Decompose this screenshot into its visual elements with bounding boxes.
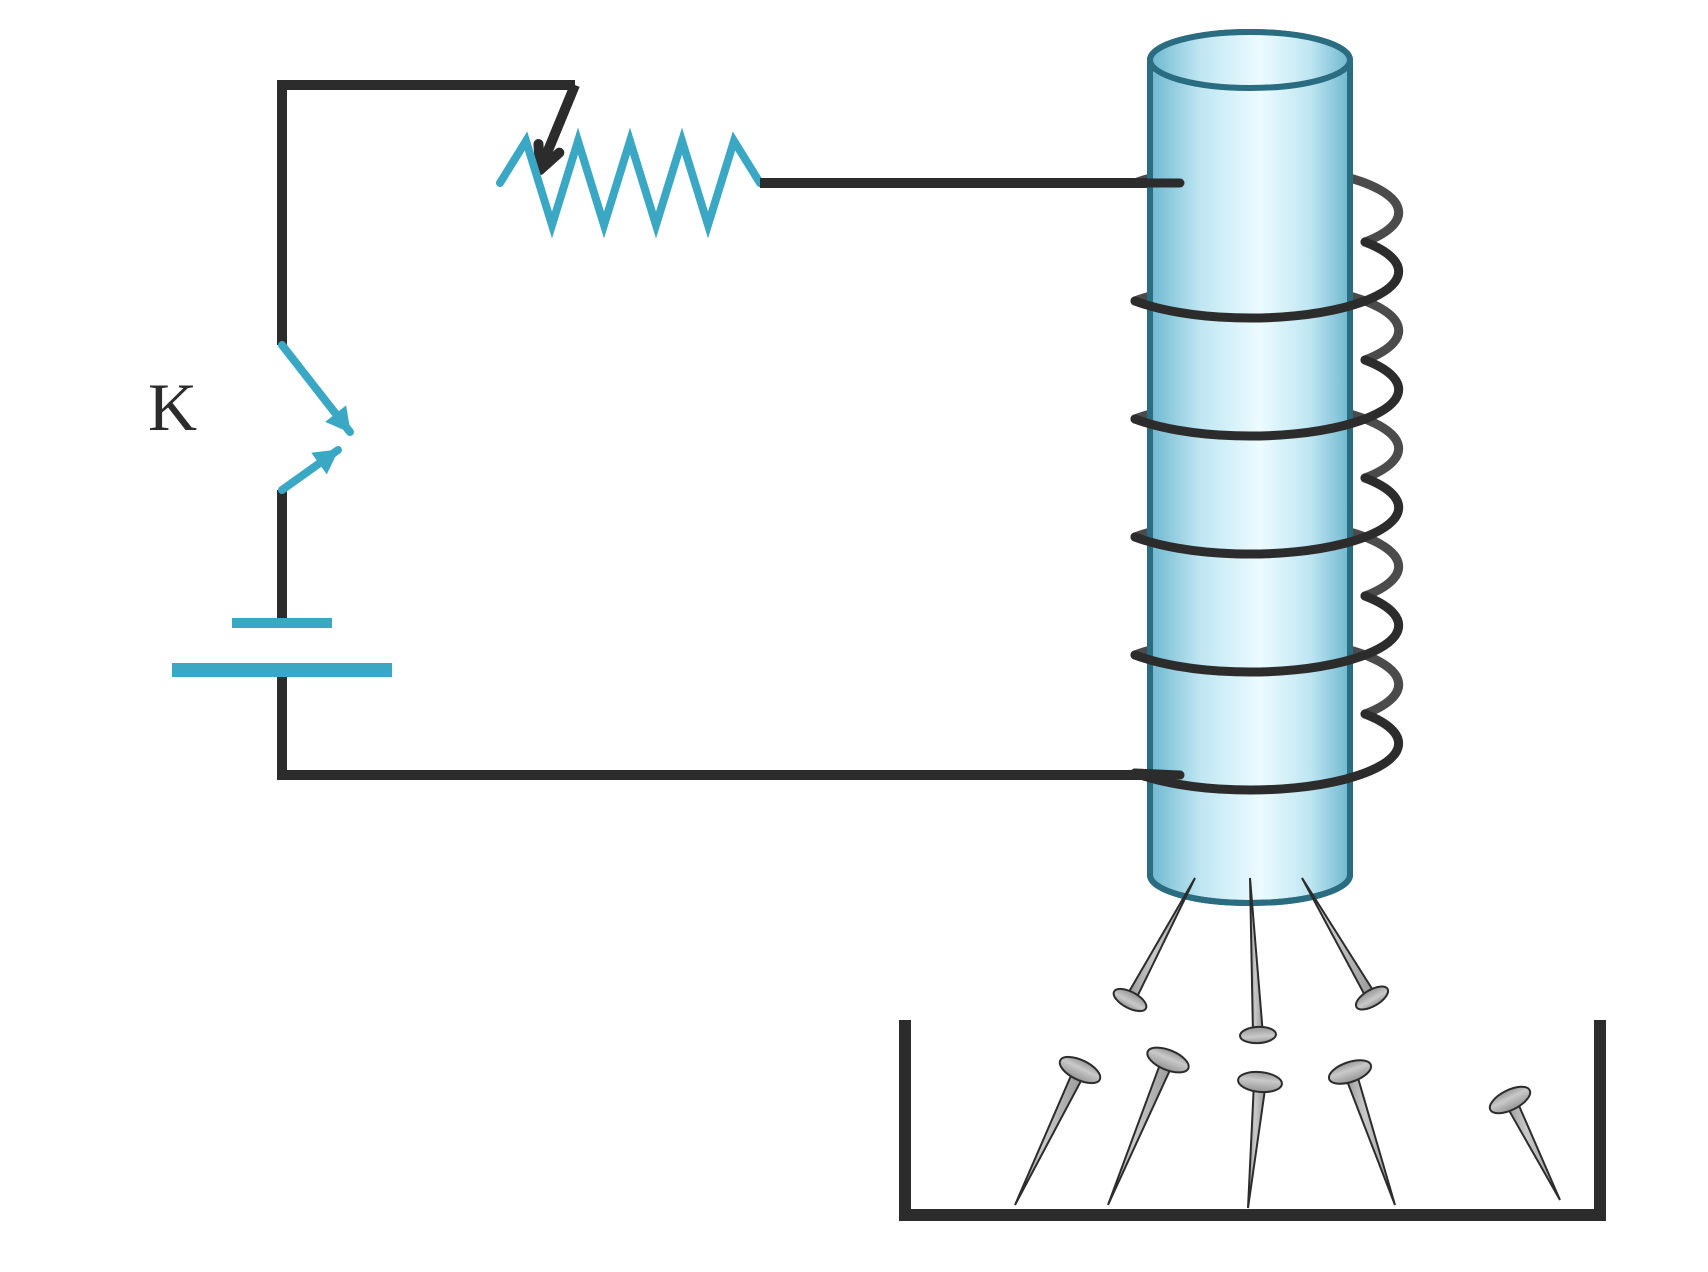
circuit-svg [0,0,1708,1272]
nails-in-tray [1015,1042,1560,1208]
diagram-stage: K [0,0,1708,1272]
nails-attracted [1110,878,1391,1044]
switch-label: K [148,368,197,447]
